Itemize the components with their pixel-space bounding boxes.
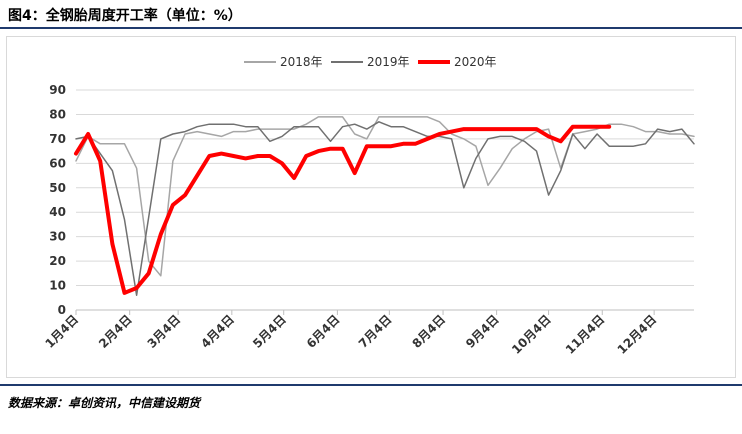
source-note: 数据来源：卓创资讯，中信建设期货 <box>8 396 201 410</box>
legend-label-1: 2018年 <box>280 55 323 69</box>
legend-label-3: 2020年 <box>454 55 497 69</box>
x-tick-label: 11月4日 <box>563 312 608 357</box>
x-tick-label: 6月4日 <box>304 312 343 351</box>
x-tick-label: 5月4日 <box>250 312 289 351</box>
series-layer <box>74 116 695 297</box>
y-tick-label: 60 <box>49 156 66 170</box>
x-tick-label: 10月4日 <box>509 312 554 357</box>
y-tick-label: 70 <box>49 132 66 146</box>
y-tick-label: 50 <box>49 181 66 195</box>
x-tick-label: 7月4日 <box>356 312 395 351</box>
series-line-3 <box>74 124 612 295</box>
source-divider <box>0 384 742 386</box>
x-tick-label: 2月4日 <box>96 312 135 351</box>
legend: 2018年 2019年 2020年 <box>244 55 497 69</box>
axis-layer: 0 10 20 30 40 50 60 70 80 90 1月4日 2月4日 3月4日 4月4日 5月4日 6… <box>42 83 694 357</box>
x-tick-label: 8月4日 <box>409 312 448 351</box>
y-tick-label: 20 <box>49 254 66 268</box>
x-tick-label: 9月4日 <box>463 312 502 351</box>
x-tick-label: 12月4日 <box>615 312 660 357</box>
series-line-1 <box>75 116 695 277</box>
y-tick-label: 90 <box>49 83 66 97</box>
x-tick-label: 4月4日 <box>198 312 237 351</box>
title-bar: 图4：全钢胎周度开工率（单位：%） <box>0 0 742 29</box>
grid-layer <box>76 89 694 287</box>
y-tick-label: 80 <box>49 107 66 121</box>
y-tick-label: 10 <box>49 279 66 293</box>
x-tick-label: 3月4日 <box>145 312 184 351</box>
y-tick-label: 0 <box>58 303 66 317</box>
series-line-2 <box>75 121 695 297</box>
plot-area-border <box>6 36 736 378</box>
figure-title: 图4：全钢胎周度开工率（单位：%） <box>8 8 242 24</box>
y-tick-label: 30 <box>49 230 66 244</box>
x-tick-label: 1月4日 <box>42 312 81 351</box>
legend-label-2: 2019年 <box>367 55 410 69</box>
y-tick-label: 40 <box>49 205 66 219</box>
